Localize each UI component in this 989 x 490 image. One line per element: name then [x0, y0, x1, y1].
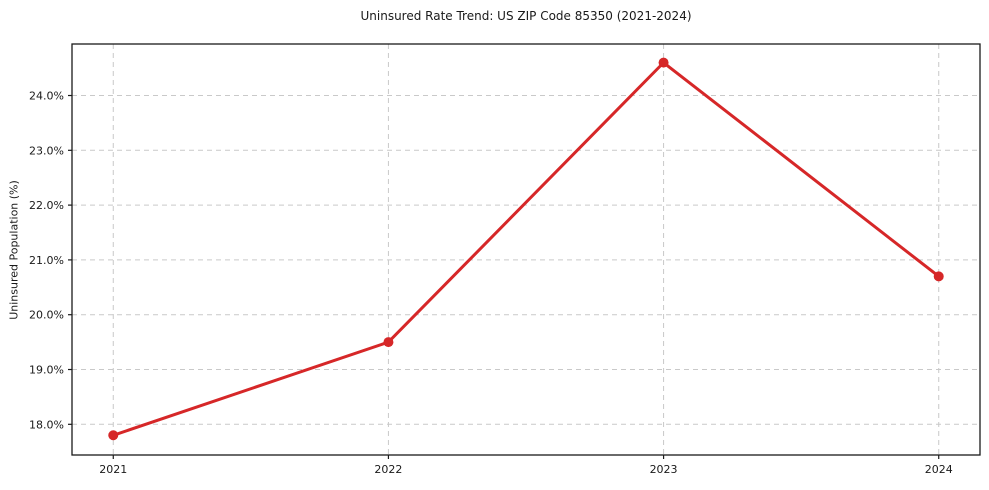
y-tick-label: 22.0% — [29, 199, 64, 212]
data-line — [111, 61, 941, 437]
x-tick-label: 2022 — [374, 463, 402, 476]
y-tick-label: 18.0% — [29, 418, 64, 431]
y-tick-label: 24.0% — [29, 90, 64, 103]
data-point — [108, 430, 119, 441]
x-tick-label: 2023 — [650, 463, 678, 476]
data-point — [383, 337, 394, 348]
y-tick-label: 23.0% — [29, 144, 64, 157]
y-tick-label: 19.0% — [29, 364, 64, 377]
data-point — [658, 57, 669, 68]
y-tick-label: 20.0% — [29, 309, 64, 322]
x-tick-label: 2021 — [99, 463, 127, 476]
x-tick-label: 2024 — [925, 463, 953, 476]
chart-title: Uninsured Rate Trend: US ZIP Code 85350 … — [360, 9, 692, 23]
y-tick-label: 21.0% — [29, 254, 64, 267]
data-point — [933, 271, 944, 282]
plot-frame — [71, 43, 981, 456]
